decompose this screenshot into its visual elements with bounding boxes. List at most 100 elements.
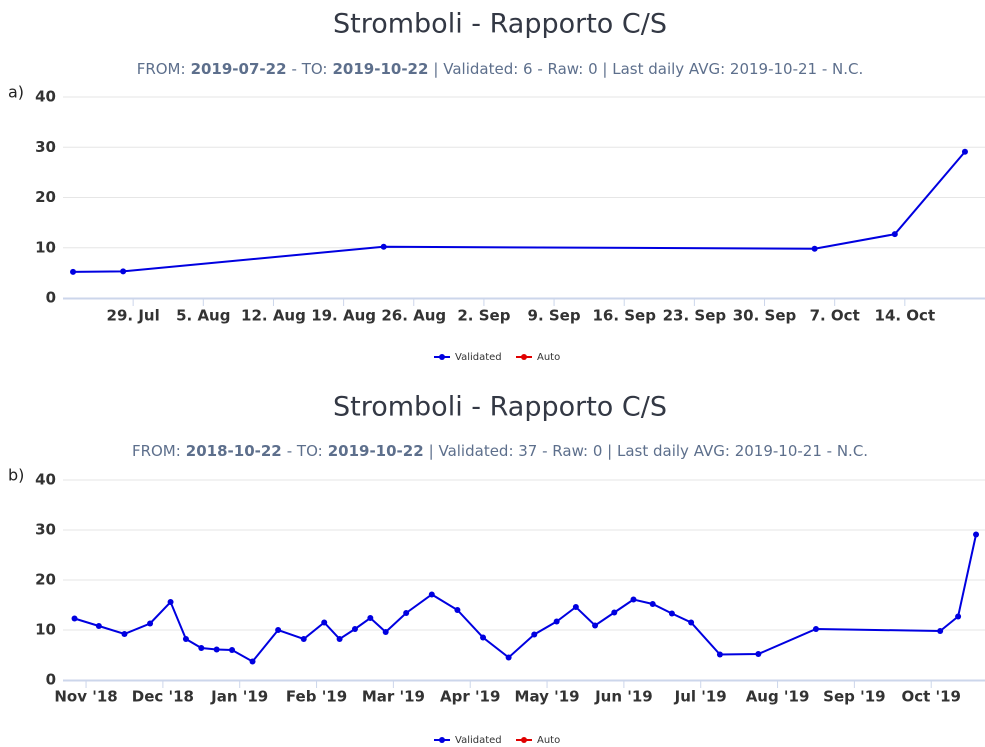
data-point	[505, 654, 512, 661]
data-point	[811, 245, 818, 252]
data-point	[70, 268, 77, 275]
data-point	[812, 626, 819, 632]
x-tick-label: Sep '19	[823, 688, 885, 706]
data-point	[367, 615, 374, 621]
subtitle-part: - TO:	[292, 60, 328, 78]
data-point	[961, 148, 968, 155]
x-tick-label: 14. Oct	[875, 307, 936, 325]
data-point	[937, 628, 944, 634]
data-point	[531, 631, 538, 638]
x-tick-label: 12. Aug	[241, 307, 306, 325]
y-tick-label: 10	[35, 238, 56, 256]
data-point	[454, 607, 461, 613]
y-tick-label: 0	[46, 289, 56, 307]
data-point	[95, 623, 102, 629]
data-point	[147, 620, 154, 627]
x-tick-label: 26. Aug	[381, 307, 446, 325]
legend-label: Validated	[455, 735, 502, 746]
subtitle-part: 2019-07-22	[191, 60, 287, 78]
x-tick-label: Jun '19	[594, 688, 653, 706]
y-tick-label: 30	[35, 521, 56, 539]
data-point	[955, 613, 962, 620]
legend-item[interactable]: Validated	[434, 735, 502, 746]
x-tick-label: 19. Aug	[311, 307, 376, 325]
chart: Stromboli - Rapporto C/S FROM: 2018-10-22-…	[8, 392, 985, 746]
data-point	[275, 627, 282, 633]
data-point	[480, 634, 487, 641]
data-point	[351, 626, 358, 632]
data-point	[229, 647, 236, 653]
chart-title: Stromboli - Rapporto C/S	[333, 392, 667, 423]
chart-title: Stromboli - Rapporto C/S	[333, 9, 667, 40]
legend-label: Auto	[537, 352, 560, 363]
data-point	[403, 610, 410, 616]
data-point	[120, 268, 127, 275]
legend-item[interactable]: Auto	[516, 352, 560, 363]
legend-item[interactable]: Validated	[434, 352, 502, 363]
data-point	[688, 619, 695, 626]
y-tick-label: 10	[35, 621, 56, 639]
data-point	[213, 646, 220, 653]
x-tick-label: 7. Oct	[810, 307, 860, 325]
data-point	[592, 622, 599, 629]
data-point	[182, 636, 189, 642]
x-tick-label: Nov '18	[54, 688, 117, 706]
data-point	[716, 651, 723, 658]
data-point	[249, 658, 256, 665]
chart-subtitle: FROM: 2018-10-22 - TO: 2019-10-22 | Validate…	[132, 442, 868, 460]
x-tick-label: May '19	[515, 688, 580, 706]
y-tick-label: 20	[35, 571, 56, 589]
x-tick-label: 23. Sep	[663, 307, 727, 325]
y-tick-label: 20	[35, 188, 56, 206]
data-point	[973, 531, 980, 538]
legend-marker	[521, 737, 527, 743]
legend-label: Validated	[455, 352, 502, 363]
data-point	[611, 609, 618, 616]
data-point	[553, 618, 560, 625]
data-point	[891, 231, 898, 238]
data-point	[198, 645, 205, 651]
x-tick-label: 5. Aug	[176, 307, 230, 325]
data-point	[336, 636, 343, 642]
legend-item[interactable]: Auto	[516, 735, 560, 746]
subtitle-part: 2018-10-22	[186, 442, 282, 460]
subtitle-part: | Validated: 6 - Raw: 0 | Last daily AVG…	[433, 60, 863, 78]
subtitle-part: - TO:	[287, 442, 323, 460]
legend-marker	[521, 354, 527, 360]
panel-label: a)	[8, 83, 24, 102]
data-point	[755, 651, 762, 657]
data-point	[572, 604, 579, 610]
x-tick-label: 29. Jul	[107, 307, 160, 325]
y-tick-label: 40	[35, 471, 56, 489]
data-point	[167, 599, 174, 605]
x-tick-label: 16. Sep	[592, 307, 656, 325]
x-tick-label: Aug '19	[746, 688, 810, 706]
x-tick-label: Dec '18	[132, 688, 194, 706]
series-line	[73, 151, 966, 273]
data-point	[630, 596, 637, 603]
data-point	[71, 615, 78, 622]
x-tick-label: Mar '19	[362, 688, 425, 706]
x-tick-label: 9. Sep	[528, 307, 581, 325]
data-point	[649, 601, 656, 607]
subtitle-part: FROM:	[137, 60, 186, 78]
data-point	[300, 636, 307, 642]
data-point	[380, 243, 387, 250]
subtitle-part: 2019-10-22	[332, 60, 428, 78]
x-tick-label: Apr '19	[440, 688, 500, 706]
x-tick-label: Oct '19	[901, 688, 961, 706]
chart-subtitle: FROM: 2019-07-22 - TO: 2019-10-22 | Validate…	[137, 60, 864, 78]
subtitle-part: | Validated: 37 - Raw: 0 | Last daily AV…	[429, 442, 868, 460]
y-tick-label: 0	[46, 671, 56, 689]
panel-label: b)	[8, 466, 24, 485]
x-tick-label: Feb '19	[286, 688, 347, 706]
x-tick-label: Jan '19	[210, 688, 268, 706]
y-tick-label: 40	[35, 88, 56, 106]
data-point	[321, 619, 328, 626]
data-point	[121, 631, 128, 637]
data-point	[382, 629, 389, 635]
y-tick-label: 30	[35, 138, 56, 156]
legend-marker	[439, 354, 445, 360]
x-tick-label: 2. Sep	[457, 307, 510, 325]
